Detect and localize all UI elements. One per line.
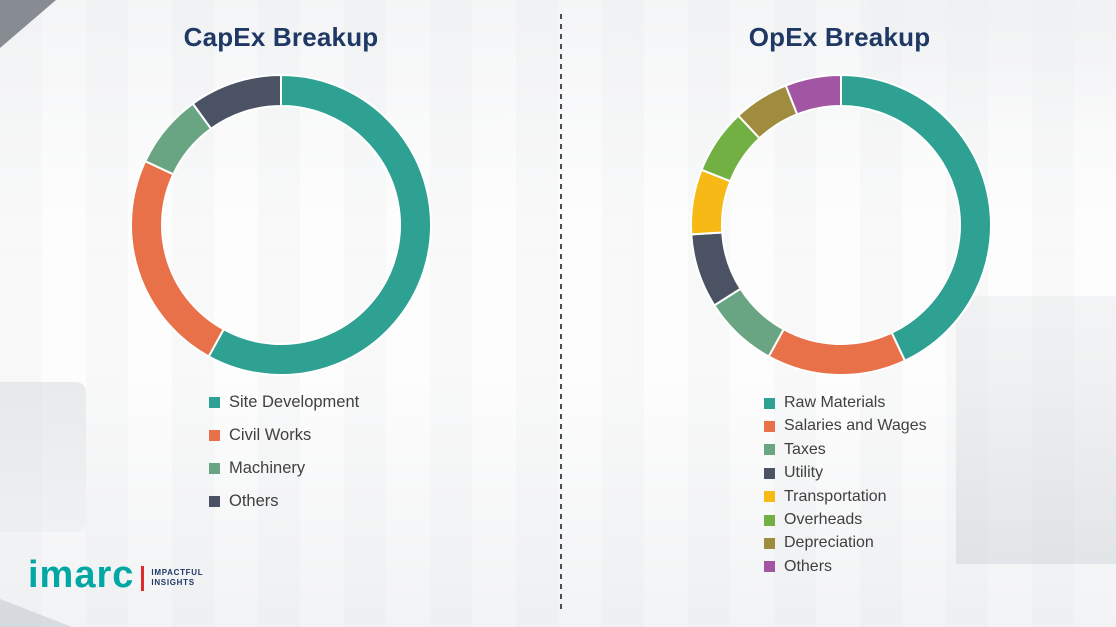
legend-label: Overheads (784, 510, 863, 528)
legend-label: Machinery (229, 458, 306, 477)
legend-label: Salaries and Wages (784, 417, 927, 435)
legend-item: Site Development (209, 393, 359, 412)
capex-legend: Site Development Civil Works Machinery Othe… (209, 393, 359, 511)
legend-label: Transportation (784, 487, 887, 505)
legend-label: Civil Works (229, 425, 312, 444)
legend-swatch (209, 495, 220, 507)
legend-item: Depreciation (764, 534, 927, 552)
legend-label: Utility (784, 464, 824, 482)
legend-swatch (209, 396, 220, 408)
opex-legend: Raw Materials Salaries and Wages Taxes Util… (764, 394, 927, 576)
legend-item: Others (764, 558, 927, 576)
legend-item: Transportation (764, 488, 927, 506)
legend-swatch (764, 421, 775, 433)
donut-segment-raw-materials (840, 73, 992, 363)
imarc-tagline-line2: INSIGHTS (151, 578, 195, 587)
legend-swatch (764, 514, 775, 526)
legend-label: Others (229, 491, 279, 510)
legend-item: Others (209, 492, 359, 511)
legend-item: Utility (764, 464, 927, 482)
legend-swatch (764, 397, 775, 409)
background-art-shape (0, 382, 86, 532)
capex-donut-chart (128, 72, 434, 378)
donut-segment-site-development (207, 73, 432, 376)
legend-item: Taxes (764, 441, 927, 459)
capex-chart-title: CapEx Breakup (183, 22, 379, 52)
legend-swatch (209, 429, 220, 441)
imarc-logo-red-bar (141, 565, 145, 591)
opex-donut-chart (688, 72, 994, 378)
legend-swatch (764, 467, 775, 479)
legend-item: Civil Works (209, 426, 359, 445)
opex-chart-title: OpEx Breakup (748, 22, 931, 52)
donut-segment-utility (690, 231, 742, 307)
legend-label: Raw Materials (784, 394, 886, 411)
legend-label: Others (784, 557, 833, 575)
legend-item: Salaries and Wages (764, 417, 927, 435)
imarc-logo: imarc IMPACTFUL INSIGHTS (28, 556, 203, 594)
donut-segment-civil-works (130, 159, 226, 358)
legend-swatch (764, 491, 775, 503)
legend-label: Depreciation (784, 534, 874, 552)
donut-segment-others (784, 73, 842, 116)
donut-segment-others (191, 73, 282, 131)
imarc-tagline-line1: IMPACTFUL (151, 567, 204, 577)
legend-item: Raw Materials (764, 394, 927, 412)
legend-swatch (764, 444, 775, 456)
legend-swatch (764, 538, 775, 550)
legend-swatch (764, 561, 775, 573)
legend-item: Machinery (209, 459, 359, 478)
imarc-tagline: IMPACTFUL INSIGHTS (151, 568, 203, 589)
donut-segment-salaries-and-wages (767, 327, 907, 376)
vertical-dashed-divider (560, 14, 562, 612)
legend-swatch (209, 462, 220, 474)
background-art-shape (0, 598, 72, 627)
legend-item: Overheads (764, 511, 927, 529)
legend-label: Site Development (229, 393, 360, 411)
legend-label: Taxes (784, 440, 826, 458)
imarc-logo-text: imarc (28, 554, 135, 596)
